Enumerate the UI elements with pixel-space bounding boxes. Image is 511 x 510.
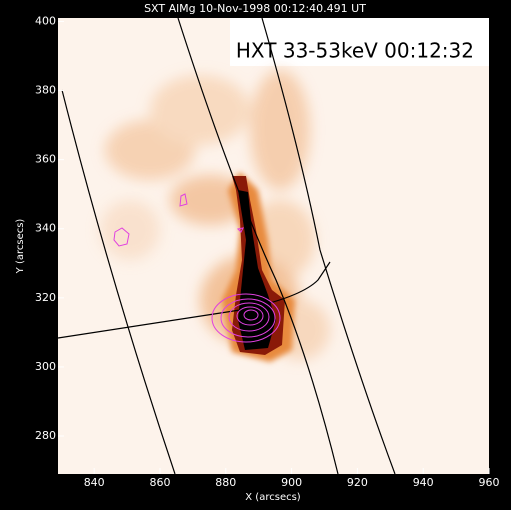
y-tick-label: 300 (35, 360, 56, 373)
x-tick-label: 920 (347, 476, 368, 489)
y-tick-label: 280 (35, 429, 56, 442)
chart-title: SXT AlMg 10-Nov-1998 00:12:40.491 UT (144, 2, 366, 15)
solar-image: HXT 33-53keV 00:12:32 (58, 18, 489, 474)
x-tick-label: 880 (215, 476, 236, 489)
y-tick-label: 400 (35, 14, 56, 27)
x-tick-label: 900 (281, 476, 302, 489)
y-axis-label: Y (arcsecs) (15, 219, 26, 275)
x-tick-label: 860 (149, 476, 170, 489)
y-tick-label: 320 (35, 291, 56, 304)
annotation: HXT 33-53keV 00:12:32 (236, 39, 474, 63)
x-tick-label: 940 (413, 476, 434, 489)
x-tick-label: 960 (479, 476, 500, 489)
y-tick-label: 380 (35, 84, 56, 97)
x-tick-label: 840 (84, 476, 105, 489)
x-axis-label: X (arcsecs) (245, 492, 301, 503)
y-tick-label: 360 (35, 153, 56, 166)
y-tick-label: 340 (35, 222, 56, 235)
